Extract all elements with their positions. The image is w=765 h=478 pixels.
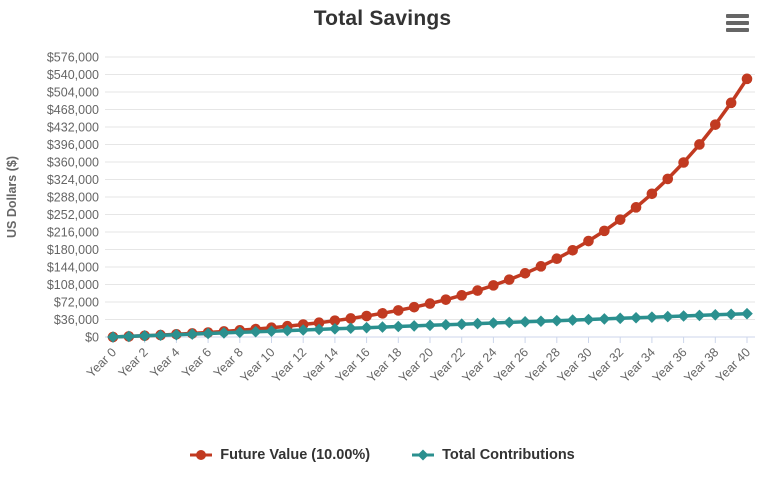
legend-item-future-value[interactable]: Future Value (10.00%) bbox=[190, 447, 370, 463]
svg-text:Year 28: Year 28 bbox=[523, 345, 563, 385]
hamburger-menu-icon bbox=[726, 14, 750, 32]
total-contributions-legend-marker-icon bbox=[412, 449, 435, 461]
svg-text:$360,000: $360,000 bbox=[47, 156, 99, 170]
chart-plot-area: $0 $36,000 $72,000 $108,000 $144,000 $180,000… bbox=[5, 51, 755, 385]
svg-text:Year 10: Year 10 bbox=[238, 345, 278, 385]
svg-text:Year 22: Year 22 bbox=[428, 345, 468, 385]
svg-text:US Dollars ($): US Dollars ($) bbox=[5, 156, 19, 238]
svg-text:Year 38: Year 38 bbox=[681, 345, 721, 385]
svg-text:$216,000: $216,000 bbox=[47, 226, 99, 240]
svg-text:Year 16: Year 16 bbox=[333, 345, 373, 385]
svg-text:Year 24: Year 24 bbox=[459, 345, 499, 385]
svg-text:$180,000: $180,000 bbox=[47, 243, 99, 257]
svg-text:Year 40: Year 40 bbox=[713, 345, 753, 385]
svg-text:$324,000: $324,000 bbox=[47, 173, 99, 187]
svg-text:Year 20: Year 20 bbox=[396, 345, 436, 385]
svg-text:$108,000: $108,000 bbox=[47, 278, 99, 292]
svg-text:Year 36: Year 36 bbox=[650, 345, 690, 385]
svg-text:Year 18: Year 18 bbox=[364, 345, 404, 385]
legend-label-future-value: Future Value (10.00%) bbox=[220, 447, 371, 463]
svg-text:$288,000: $288,000 bbox=[47, 191, 99, 205]
svg-text:$468,000: $468,000 bbox=[47, 103, 99, 117]
svg-text:Year 2: Year 2 bbox=[116, 345, 151, 380]
svg-text:$432,000: $432,000 bbox=[47, 121, 99, 135]
svg-text:$252,000: $252,000 bbox=[47, 208, 99, 222]
svg-text:$144,000: $144,000 bbox=[47, 261, 99, 275]
svg-text:Year 14: Year 14 bbox=[301, 345, 341, 385]
chart-title: Total Savings bbox=[313, 7, 452, 30]
svg-text:Year 6: Year 6 bbox=[179, 345, 214, 380]
svg-text:$504,000: $504,000 bbox=[47, 86, 99, 100]
future-value-legend-marker-icon bbox=[190, 450, 213, 460]
chart-context-menu-button[interactable] bbox=[724, 12, 752, 34]
svg-text:Year 34: Year 34 bbox=[618, 345, 658, 385]
svg-text:Year 12: Year 12 bbox=[269, 345, 309, 385]
svg-text:$36,000: $36,000 bbox=[54, 313, 99, 327]
chart-legend: Future Value (10.00%) Total Contribution… bbox=[0, 447, 765, 463]
svg-text:$540,000: $540,000 bbox=[47, 68, 99, 82]
svg-text:$72,000: $72,000 bbox=[54, 296, 99, 310]
legend-label-total-contributions: Total Contributions bbox=[442, 447, 575, 463]
svg-text:$576,000: $576,000 bbox=[47, 51, 99, 65]
svg-text:Year 4: Year 4 bbox=[147, 345, 182, 380]
svg-text:Year 30: Year 30 bbox=[555, 345, 595, 385]
svg-text:Year 26: Year 26 bbox=[491, 345, 531, 385]
svg-text:$0: $0 bbox=[85, 331, 99, 345]
svg-text:Year 0: Year 0 bbox=[84, 345, 119, 380]
svg-text:Year 32: Year 32 bbox=[586, 345, 626, 385]
legend-item-total-contributions[interactable]: Total Contributions bbox=[412, 447, 575, 463]
svg-text:$396,000: $396,000 bbox=[47, 138, 99, 152]
